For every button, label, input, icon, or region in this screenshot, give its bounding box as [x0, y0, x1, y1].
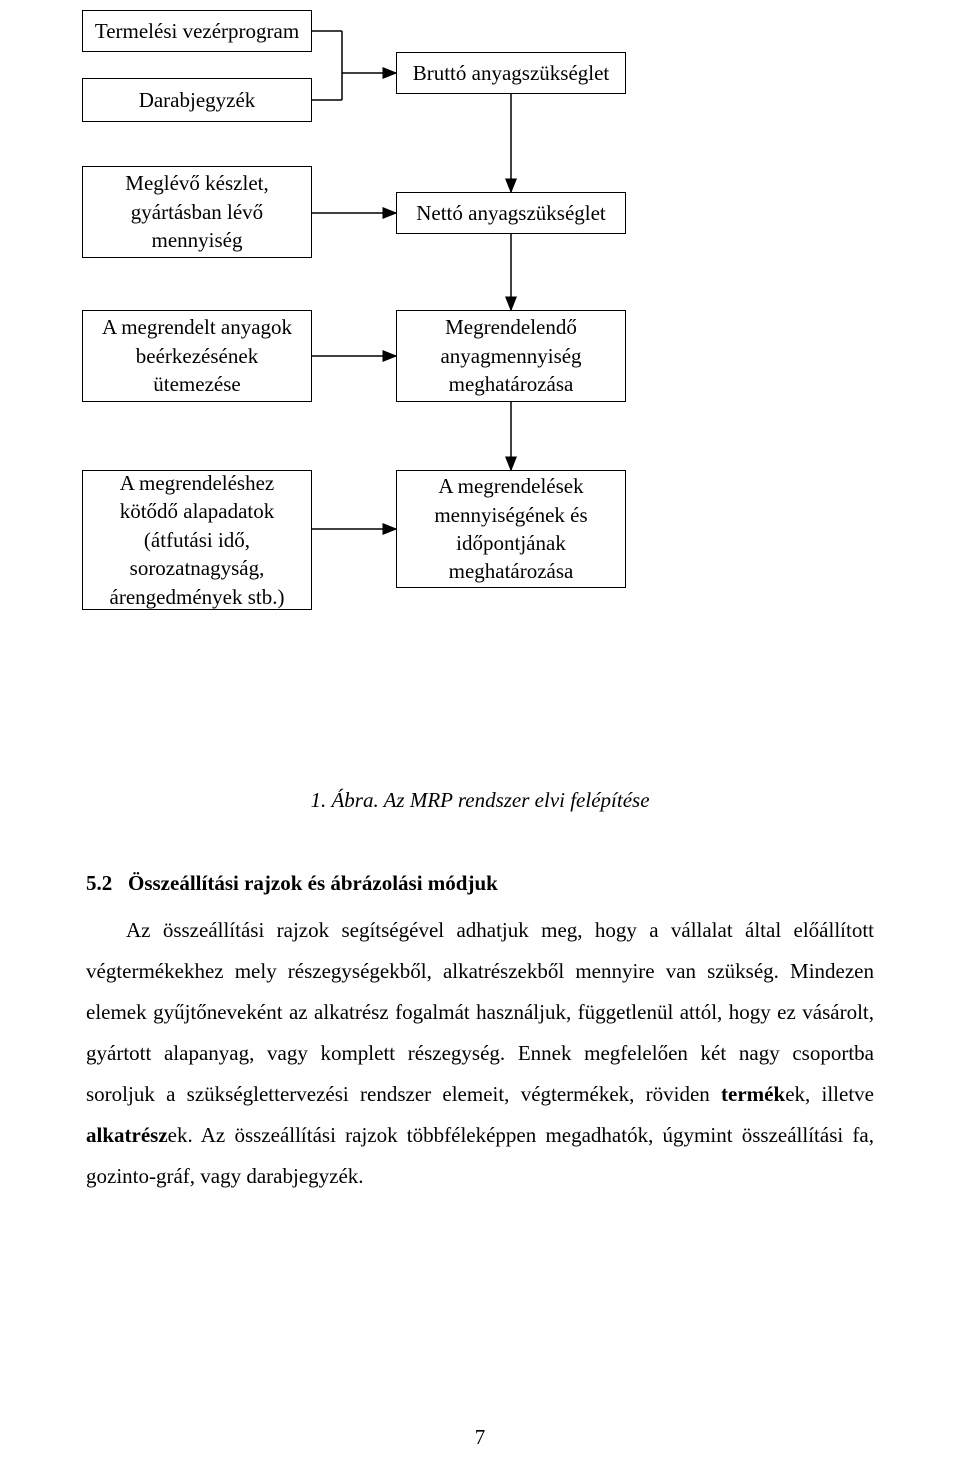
node-n3: Bruttó anyagszükséglet: [396, 52, 626, 94]
node-n6: A megrendelt anyagokbeérkezésénekütemezé…: [82, 310, 312, 402]
node-n8: A megrendeléshezkötődő alapadatok(átfutá…: [82, 470, 312, 610]
node-n2: Darabjegyzék: [82, 78, 312, 122]
mrp-flowchart: Termelési vezérprogram Darabjegyzék Bruttó…: [0, 0, 960, 760]
section-heading: 5.2 Összeállítási rajzok és ábrázolási m…: [86, 871, 874, 896]
section-title-text: Összeállítási rajzok és ábrázolási módju…: [128, 871, 498, 895]
paragraph: Az összeállítási rajzok segítségével adh…: [86, 910, 874, 1197]
node-n9: A megrendelésekmennyiségének ésidőpontjá…: [396, 470, 626, 588]
figure-caption: 1. Ábra. Az MRP rendszer elvi felépítése: [0, 788, 960, 813]
body-text: 5.2 Összeállítási rajzok és ábrázolási m…: [0, 871, 960, 1197]
node-n4: Meglévő készlet,gyártásban lévőmennyiség: [82, 166, 312, 258]
node-n5: Nettó anyagszükséglet: [396, 192, 626, 234]
node-n7: Megrendelendőanyagmennyiségmeghatározása: [396, 310, 626, 402]
page-number: 7: [0, 1425, 960, 1450]
node-n1: Termelési vezérprogram: [82, 10, 312, 52]
section-number: 5.2: [86, 871, 112, 895]
